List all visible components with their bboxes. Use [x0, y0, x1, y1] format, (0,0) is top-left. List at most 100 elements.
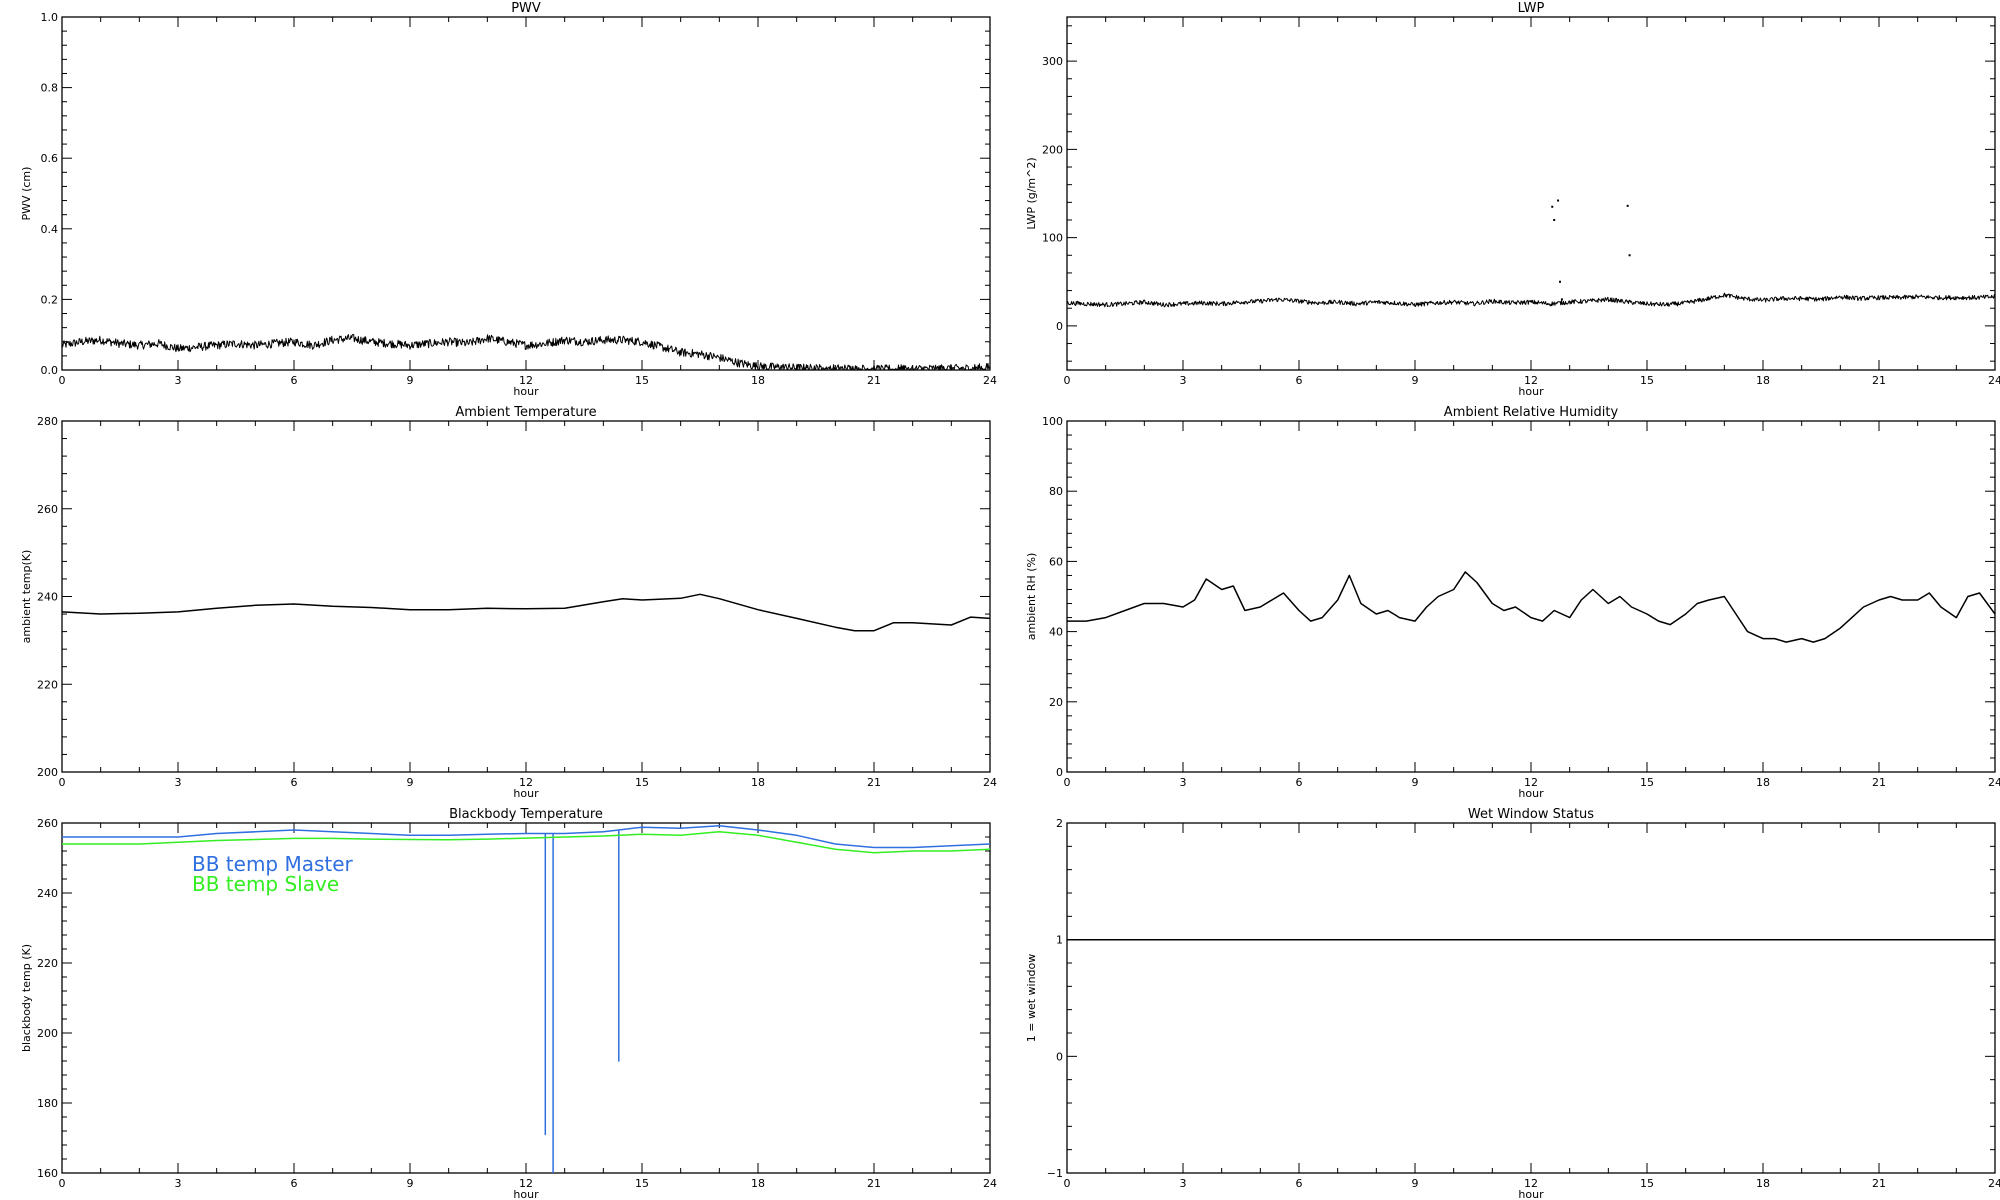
- y-axis: 0 100 200 300 LWP (g/m^2): [1025, 25, 1995, 362]
- y-tick-label: 0: [1056, 1050, 1063, 1063]
- y-axis-label: PWV (cm): [20, 167, 33, 221]
- y-tick-label: 0.6: [41, 152, 59, 165]
- chart-panel-4: 0 3 6 9 12 15 18 21 24 hour 160 180 200 220 240 260 blac…: [20, 807, 997, 1200]
- y-tick-label: 100: [1042, 415, 1063, 428]
- chart-title: Wet Window Status: [1468, 807, 1594, 822]
- y-tick-label: 100: [1042, 232, 1063, 245]
- y-tick-label: 1.0: [41, 11, 59, 24]
- x-tick-label: 3: [175, 776, 182, 789]
- series-group: [1067, 571, 1995, 643]
- x-tick-label: 6: [291, 1177, 298, 1190]
- x-tick-label: 9: [1412, 776, 1419, 789]
- x-tick-label: 9: [407, 776, 414, 789]
- x-tick-label: 0: [1064, 776, 1071, 789]
- series-line-0: [1067, 571, 1995, 643]
- x-tick-label: 15: [1640, 1177, 1654, 1190]
- x-tick-label: 3: [1180, 1177, 1187, 1190]
- y-tick-label: 2: [1056, 817, 1063, 830]
- x-tick-label: 12: [1524, 1177, 1538, 1190]
- y-tick-label: 0.2: [41, 293, 59, 306]
- x-tick-label: 9: [407, 374, 414, 387]
- x-tick-label: 6: [291, 776, 298, 789]
- y-tick-label: 0.8: [41, 82, 59, 95]
- x-tick-label: 0: [1064, 1177, 1071, 1190]
- x-tick-label: 24: [983, 776, 997, 789]
- x-tick-label: 3: [1180, 776, 1187, 789]
- x-tick-label: 0: [1064, 374, 1071, 387]
- y-tick-label: 300: [1042, 55, 1063, 68]
- x-tick-label: 24: [983, 1177, 997, 1190]
- y-axis-label: ambient RH (%): [1025, 553, 1038, 641]
- x-tick-label: 3: [1180, 374, 1187, 387]
- x-tick-label: 15: [1640, 374, 1654, 387]
- y-tick-label: 200: [37, 766, 58, 779]
- data-point: [1553, 218, 1556, 221]
- x-tick-label: 12: [519, 776, 533, 789]
- y-tick-label: 200: [37, 1027, 58, 1040]
- x-axis-label: hour: [1518, 787, 1544, 800]
- x-tick-label: 15: [1640, 776, 1654, 789]
- series-line-bb-temp-master: [62, 825, 990, 1173]
- data-point: [1626, 204, 1629, 207]
- x-tick-label: 21: [867, 374, 881, 387]
- x-axis-label: hour: [513, 787, 539, 800]
- x-tick-label: 21: [1872, 374, 1886, 387]
- y-tick-label: 60: [1049, 555, 1063, 568]
- y-tick-label: 20: [1049, 696, 1063, 709]
- x-axis-label: hour: [513, 385, 539, 398]
- y-tick-label: 260: [37, 817, 58, 830]
- y-tick-label: 0: [1056, 320, 1063, 333]
- y-tick-label: −1: [1047, 1167, 1063, 1180]
- plot-frame: [1066, 16, 1996, 371]
- x-tick-label: 24: [1988, 1177, 2000, 1190]
- y-tick-label: 180: [37, 1097, 58, 1110]
- x-axis-label: hour: [1518, 385, 1544, 398]
- plot-frame: [61, 420, 991, 773]
- x-tick-label: 18: [751, 1177, 765, 1190]
- y-tick-label: 200: [1042, 143, 1063, 156]
- x-tick-label: 18: [1756, 776, 1770, 789]
- y-axis: −1 0 1 2 1 = wet window: [1025, 817, 1995, 1180]
- chart-title: Ambient Temperature: [455, 405, 596, 420]
- x-axis: 0 3 6 9 12 15 18 21 24 hour: [1064, 421, 2000, 800]
- x-tick-label: 12: [1524, 776, 1538, 789]
- y-tick-label: 240: [37, 591, 58, 604]
- x-tick-label: 15: [635, 1177, 649, 1190]
- y-axis: 0 20 40 60 80 100 ambient RH (%): [1025, 415, 1995, 779]
- y-tick-label: 0.0: [41, 364, 59, 377]
- x-tick-label: 6: [1296, 776, 1303, 789]
- x-tick-label: 9: [1412, 374, 1419, 387]
- x-tick-label: 24: [1988, 776, 2000, 789]
- plot-frame: [1066, 420, 1996, 773]
- y-tick-label: 220: [37, 957, 58, 970]
- x-tick-label: 3: [175, 1177, 182, 1190]
- x-tick-label: 6: [291, 374, 298, 387]
- x-tick-label: 18: [1756, 1177, 1770, 1190]
- data-point: [1551, 205, 1554, 208]
- y-axis: 0.0 0.2 0.4 0.6 0.8 1.0 PWV (cm): [20, 11, 990, 377]
- x-tick-label: 9: [1412, 1177, 1419, 1190]
- plot-frame: [1066, 822, 1996, 1174]
- data-point: [1557, 199, 1560, 202]
- y-axis: 160 180 200 220 240 260 blackbody temp (K): [20, 817, 990, 1180]
- data-point: [1559, 280, 1561, 283]
- y-tick-label: 0.4: [41, 223, 59, 236]
- x-tick-label: 6: [1296, 374, 1303, 387]
- x-tick-label: 21: [1872, 1177, 1886, 1190]
- chart-panel-2: 0 3 6 9 12 15 18 21 24 hour 200 220 240 260 280 ambient…: [20, 405, 997, 800]
- data-point: [1628, 254, 1631, 257]
- x-axis: 0 3 6 9 12 15 18 21 24 hour: [1064, 823, 2000, 1200]
- y-tick-label: 40: [1049, 626, 1063, 639]
- x-axis: 0 3 6 9 12 15 18 21 24 hour: [59, 421, 997, 800]
- chart-panel-3: 0 3 6 9 12 15 18 21 24 hour 0 20 40 60 80 100 ambient RH…: [1025, 405, 2000, 800]
- y-tick-label: 80: [1049, 485, 1063, 498]
- x-tick-label: 12: [1524, 374, 1538, 387]
- y-tick-label: 260: [37, 503, 58, 516]
- x-tick-label: 24: [1988, 374, 2000, 387]
- y-axis-label: ambient temp(K): [20, 550, 33, 644]
- x-tick-label: 21: [1872, 776, 1886, 789]
- x-tick-label: 0: [59, 776, 66, 789]
- x-tick-label: 18: [751, 776, 765, 789]
